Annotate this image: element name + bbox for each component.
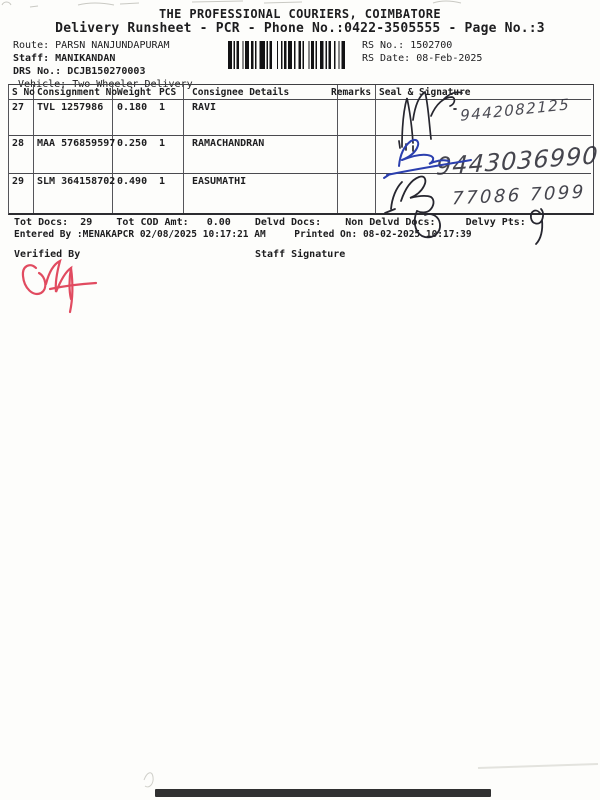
row27-consignee: RAVI	[184, 100, 338, 136]
drs-line: DRS No.: DCJB150270003	[13, 66, 145, 77]
tot-cod-value: 0.00	[206, 217, 231, 228]
delvd-docs-label: Delvd Docs:	[254, 217, 322, 228]
header-consignment-no: Consignment No	[34, 85, 117, 100]
row28-consignment-no: MAA 576859597	[34, 136, 115, 174]
row28-consignee: RAMACHANDRAN	[184, 136, 338, 174]
scan-artifact-bottom	[143, 763, 599, 797]
entered-by-label: Entered By :	[14, 229, 83, 240]
page-subtitle: Delivery Runsheet - PCR - Phone No.:0422…	[55, 21, 545, 36]
delvy-pts-label: Delvy Pts:	[465, 217, 526, 228]
row27-weight: 0.180	[117, 102, 148, 113]
row28-pcs: 1	[159, 138, 166, 149]
row27-pcs: 1	[159, 102, 166, 113]
header-weight-pcs: Weight PCS	[113, 85, 184, 100]
rs-no-value: 1502700	[410, 40, 453, 51]
tot-docs-value: 29	[80, 217, 93, 228]
barcode	[228, 41, 346, 69]
row27-consignment-no: TVL 1257986	[34, 100, 113, 136]
row29-remarks	[338, 174, 376, 213]
route-line: Route: PARSN NANJUNDAPURAM	[13, 40, 170, 51]
staff-label: Staff:	[13, 53, 50, 64]
entered-printed-line: Entered By :MENAKAPCR 02/08/2025 10:17:2…	[14, 229, 472, 240]
non-delvd-docs-label: Non Delvd Docs:	[345, 217, 436, 228]
row28-s-no: 28	[9, 136, 34, 174]
rs-date-value: 08-Feb-2025	[416, 53, 483, 64]
row29-consignment-no: SLM 364158702	[34, 174, 115, 213]
drs-value: DCJB150270003	[67, 66, 146, 77]
route-value: PARSN NANJUNDAPURAM	[55, 40, 170, 51]
row27-seal-cell	[376, 100, 591, 136]
row28-remarks	[338, 136, 376, 174]
verified-by-label: Verified By	[14, 249, 81, 260]
staff-value: MANIKANDAN	[55, 53, 116, 64]
rs-no-label: RS No.:	[362, 40, 405, 51]
row27-remarks	[338, 100, 376, 136]
row28-weight-pcs: 0.250 1	[113, 136, 184, 174]
row28-weight: 0.250	[117, 138, 148, 149]
totals-line: Tot Docs: 29 Tot COD Amt: 0.00 Delvd Doc…	[14, 217, 526, 228]
entered-by-value: MENAKAPCR 02/08/2025 10:17:21 AM	[82, 229, 266, 240]
rs-date-line: RS Date: 08-Feb-2025	[362, 53, 482, 64]
header-consignee: Consignee Details	[184, 85, 338, 100]
row29-weight-pcs: 0.490 1	[113, 174, 184, 213]
staff-line: Staff: MANIKANDAN	[13, 53, 115, 64]
tot-cod-label: Tot COD Amt:	[116, 217, 189, 228]
row27-s-no: 27	[9, 100, 34, 136]
drs-label: DRS No.:	[13, 66, 62, 77]
row29-s-no: 29	[9, 174, 34, 213]
verified-by-signature	[21, 258, 98, 314]
printed-on-label: Printed On:	[294, 229, 358, 240]
header-remarks: Remarks	[331, 85, 376, 100]
row29-consignee: EASUMATHI	[184, 174, 338, 213]
row28-seal-cell	[376, 136, 591, 174]
staff-signature-label: Staff Signature	[255, 249, 346, 260]
header-s-no: S No	[9, 85, 35, 100]
row29-pcs: 1	[159, 176, 166, 187]
tot-docs-label: Tot Docs:	[14, 217, 69, 228]
printed-on-value: 08-02-2025 10:17:39	[362, 229, 472, 240]
rs-date-label: RS Date:	[362, 53, 411, 64]
page-title: THE PROFESSIONAL COURIERS, COIMBATORE	[158, 7, 442, 21]
row29-weight: 0.490	[117, 176, 148, 187]
route-label: Route:	[13, 40, 50, 51]
header-pcs: PCS	[159, 87, 177, 98]
header-weight: Weight	[117, 87, 152, 98]
row27-weight-pcs: 0.180 1	[113, 100, 184, 136]
rs-no-line: RS No.: 1502700	[362, 40, 452, 51]
